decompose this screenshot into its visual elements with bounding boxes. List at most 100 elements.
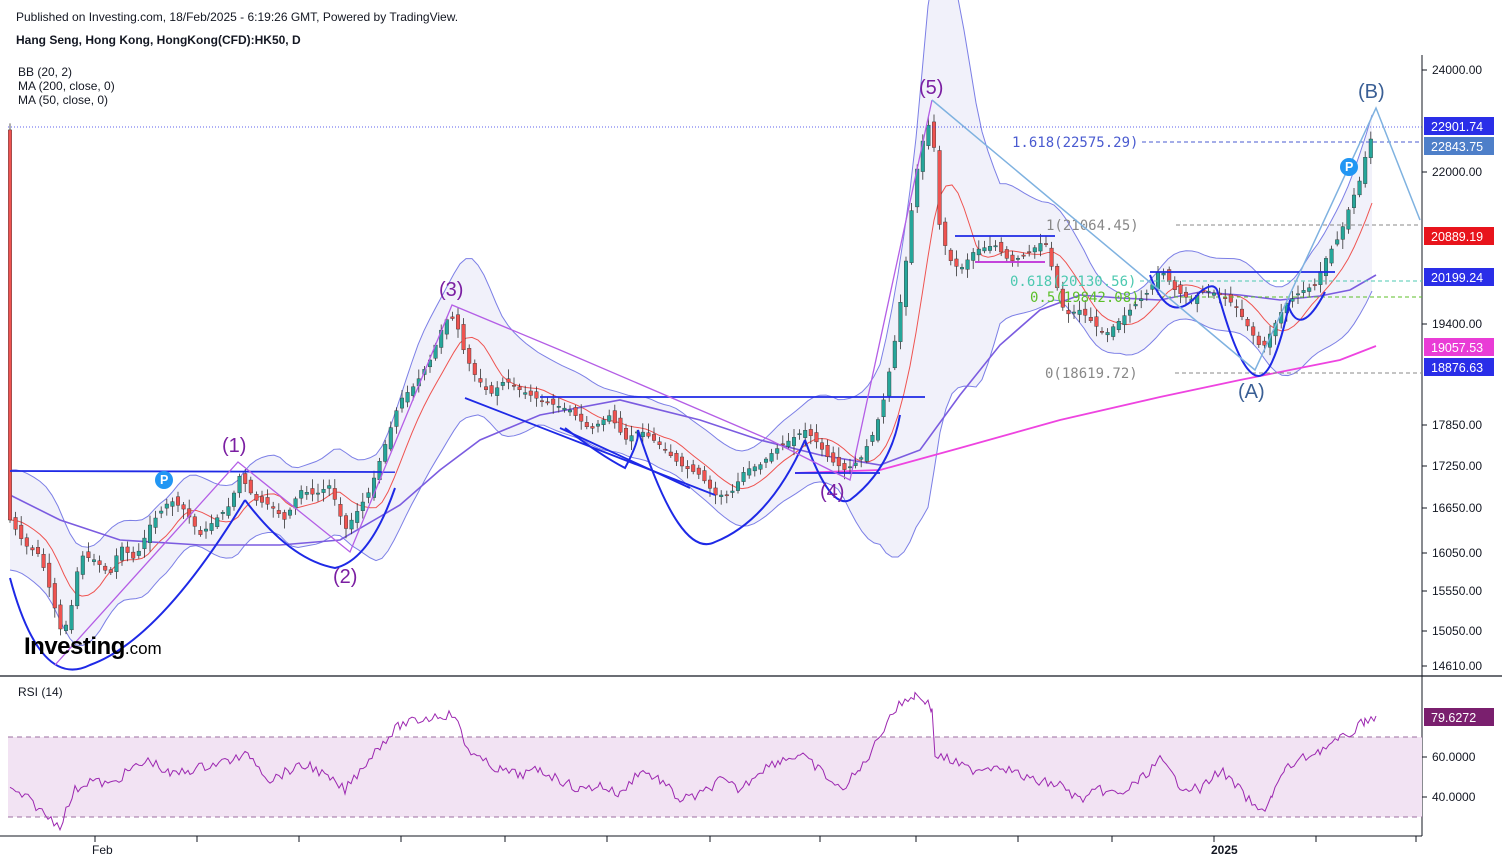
candle-body <box>405 392 410 403</box>
candle-body <box>125 546 130 553</box>
candle-body <box>758 464 763 470</box>
candle-body <box>299 490 304 499</box>
candle-body <box>1021 254 1026 257</box>
candle-body <box>702 470 707 482</box>
price-badge <box>1424 268 1494 286</box>
candle-body <box>512 384 517 387</box>
cup-arc <box>244 487 396 570</box>
bb-lower <box>9 290 1373 647</box>
rsi-pane[interactable] <box>8 691 1422 832</box>
candle-body <box>545 401 550 404</box>
candle-body <box>1088 317 1093 321</box>
candle-body <box>926 124 931 146</box>
candle-body <box>136 550 141 556</box>
cup-arc <box>1287 291 1326 321</box>
candle-body <box>209 523 214 531</box>
candle-body <box>887 371 892 397</box>
candle-body <box>848 466 853 469</box>
abc-path <box>931 99 1421 372</box>
price-badge <box>1424 137 1494 155</box>
candle-body <box>1116 321 1121 330</box>
price-badge <box>1424 117 1494 135</box>
price-tick-label: 15050.00 <box>1432 624 1482 638</box>
candle-body <box>1055 266 1060 288</box>
candle-body <box>215 517 220 527</box>
candle-body <box>248 479 253 494</box>
candle-body <box>999 241 1004 253</box>
rsi-tick-label: 40.0000 <box>1432 790 1476 804</box>
candle-body <box>859 457 864 460</box>
candle-body <box>562 407 567 411</box>
rsi-value-badge <box>1424 708 1494 726</box>
candle-body <box>909 210 914 263</box>
candle-body <box>870 435 875 442</box>
candle-body <box>355 511 360 523</box>
candle-body <box>344 515 349 529</box>
candle-body <box>1368 138 1373 158</box>
rsi-title[interactable]: RSI (14) <box>18 685 63 699</box>
indicator-label-bb[interactable]: BB (20, 2) <box>18 65 72 79</box>
candle-body <box>41 554 46 568</box>
fib-label: 0.618(20130.56) <box>1010 274 1136 290</box>
indicator-label-ma200[interactable]: MA (200, close, 0) <box>18 79 115 93</box>
price-badge <box>1424 358 1494 376</box>
bb-upper <box>9 0 1373 548</box>
price-pane[interactable] <box>7 0 1377 647</box>
candle-body <box>1071 311 1076 314</box>
candle-body <box>965 259 970 270</box>
candle-body <box>254 494 259 501</box>
candle-body <box>1262 340 1267 346</box>
candle-body <box>366 492 371 498</box>
candle-body <box>640 431 645 438</box>
candle-body <box>1251 326 1256 336</box>
candle-body <box>467 348 472 364</box>
candle-body <box>1122 315 1127 325</box>
time-label-feb: Feb <box>92 843 113 857</box>
candle-body <box>456 314 461 330</box>
rsi-band <box>8 737 1422 817</box>
pivot-marker-label: P <box>160 473 168 487</box>
candle-body <box>831 452 836 463</box>
candle-body <box>400 397 405 409</box>
candle-body <box>282 512 287 520</box>
wave-label: (2) <box>333 566 357 588</box>
candle-body <box>657 441 662 445</box>
candle-body <box>327 485 332 489</box>
candle-body <box>131 551 136 559</box>
candle-body <box>736 481 741 491</box>
candle-body <box>1228 294 1233 303</box>
candle-body <box>24 537 29 547</box>
rsi-value-label: 79.6272 <box>1431 711 1476 725</box>
candle-body <box>568 409 573 413</box>
candle-body <box>764 458 769 463</box>
candle-body <box>394 410 399 427</box>
candle-body <box>1245 319 1250 327</box>
candle-body <box>937 150 942 225</box>
candle-body <box>1290 298 1295 302</box>
candle-body <box>7 129 12 521</box>
candle-body <box>1312 284 1317 286</box>
candle-body <box>153 517 158 528</box>
price-tick-label: 15550.00 <box>1432 584 1482 598</box>
wave-path <box>54 99 933 666</box>
price-tick-label: 17850.00 <box>1432 418 1482 432</box>
price-badge-label: 20889.19 <box>1431 230 1483 244</box>
candle-body <box>724 494 729 497</box>
candle-body <box>260 496 265 503</box>
candle-body <box>1295 293 1300 296</box>
indicator-label-ma50[interactable]: MA (50, close, 0) <box>18 93 108 107</box>
candle-body <box>971 252 976 261</box>
price-badge <box>1424 338 1494 356</box>
candle-body <box>988 246 993 251</box>
candle-body <box>1335 239 1340 245</box>
drawing-overlay: 1.618(22575.29) 1(21064.45) 0.618(20130.56… <box>8 77 1422 671</box>
candle-body <box>668 451 673 457</box>
candle-body <box>590 426 595 429</box>
axes: 24000.00 22000.00 19400.00 17850.00 17250.00… <box>92 63 1494 857</box>
candle-body <box>288 509 293 516</box>
wave-label: (1) <box>222 435 246 457</box>
wave-label: (5) <box>919 77 943 99</box>
candle-body <box>674 453 679 462</box>
candle-body <box>36 547 41 554</box>
